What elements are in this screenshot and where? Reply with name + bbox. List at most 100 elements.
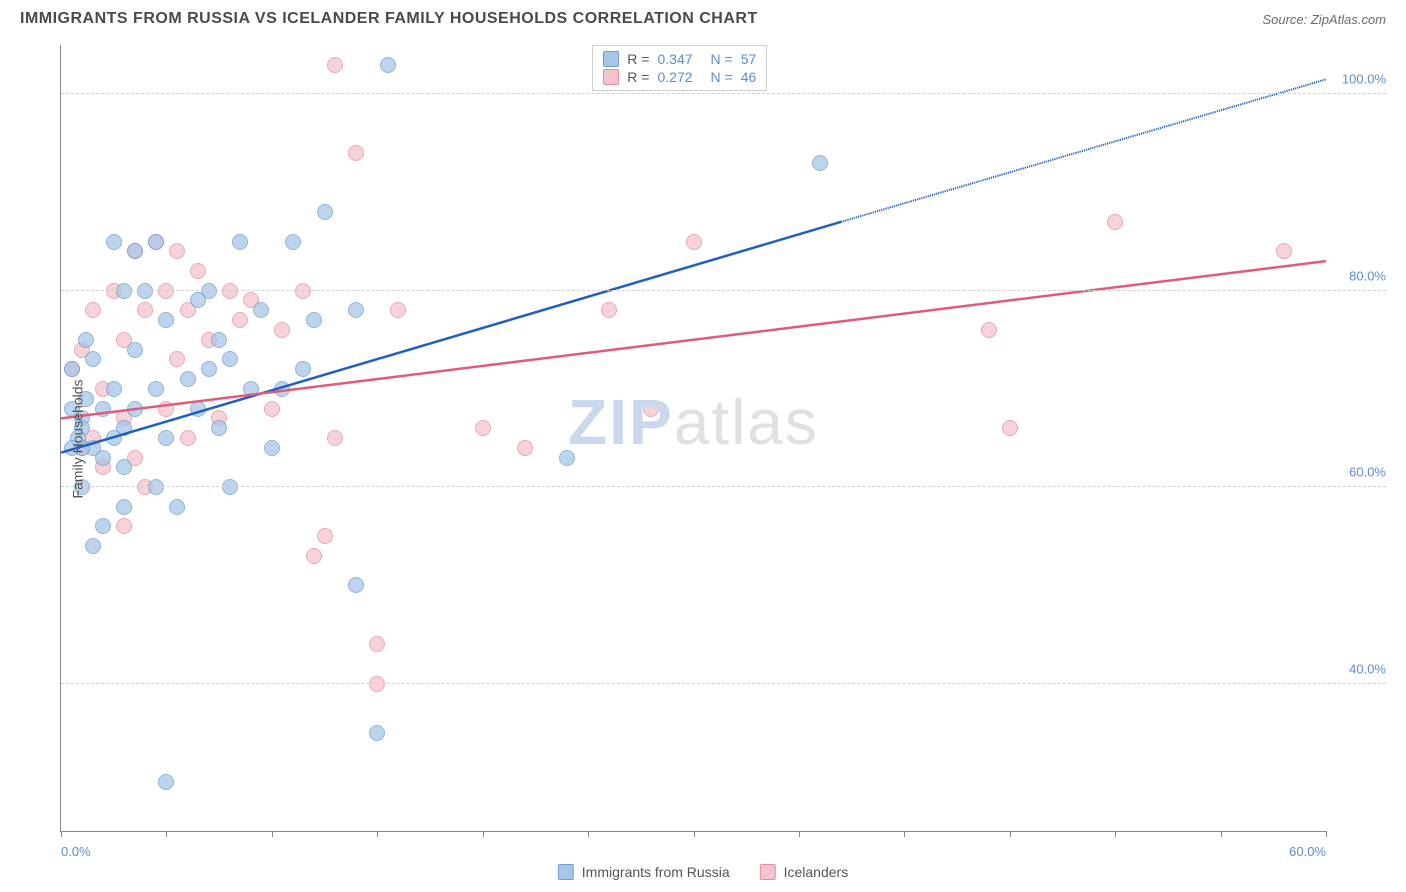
- data-point-russia: [85, 538, 101, 554]
- data-point-iceland: [601, 302, 617, 318]
- legend-item-russia: Immigrants from Russia: [558, 864, 730, 880]
- legend-label: Icelanders: [784, 864, 849, 880]
- data-point-russia: [148, 381, 164, 397]
- data-point-russia: [116, 459, 132, 475]
- x-tick: [166, 831, 167, 837]
- data-point-russia: [137, 283, 153, 299]
- n-value: 46: [741, 69, 757, 85]
- data-point-russia: [127, 342, 143, 358]
- gridline: [61, 290, 1386, 291]
- x-tick: [904, 831, 905, 837]
- data-point-russia: [127, 243, 143, 259]
- legend-swatch-iceland: [760, 864, 776, 880]
- data-point-russia: [348, 302, 364, 318]
- y-axis-label: Family Households: [70, 379, 86, 498]
- data-point-iceland: [169, 351, 185, 367]
- stats-row-iceland: R =0.272N =46: [603, 68, 756, 86]
- chart-area: ZIPatlas R =0.347N =57R =0.272N =46 40.0…: [60, 45, 1326, 832]
- data-point-iceland: [686, 234, 702, 250]
- watermark-zip: ZIP: [568, 386, 674, 458]
- data-point-iceland: [295, 283, 311, 299]
- x-tick: [588, 831, 589, 837]
- data-point-iceland: [306, 548, 322, 564]
- data-point-russia: [380, 57, 396, 73]
- data-point-iceland: [643, 401, 659, 417]
- data-point-russia: [274, 381, 290, 397]
- x-tick-label: 0.0%: [61, 844, 91, 859]
- data-point-russia: [190, 401, 206, 417]
- data-point-iceland: [981, 322, 997, 338]
- data-point-russia: [158, 430, 174, 446]
- data-point-iceland: [517, 440, 533, 456]
- data-point-iceland: [222, 283, 238, 299]
- data-point-russia: [232, 234, 248, 250]
- x-tick-label: 60.0%: [1289, 844, 1326, 859]
- legend-swatch-russia: [558, 864, 574, 880]
- x-tick: [272, 831, 273, 837]
- n-value: 57: [741, 51, 757, 67]
- data-point-iceland: [85, 302, 101, 318]
- x-tick: [1115, 831, 1116, 837]
- y-tick-label: 60.0%: [1331, 465, 1386, 480]
- data-point-russia: [158, 774, 174, 790]
- data-point-russia: [211, 332, 227, 348]
- gridline: [61, 486, 1386, 487]
- data-point-russia: [264, 440, 280, 456]
- y-tick-label: 100.0%: [1331, 72, 1386, 87]
- data-point-iceland: [475, 420, 491, 436]
- stats-row-russia: R = 0.347 N = 57: [603, 50, 756, 68]
- x-tick: [1010, 831, 1011, 837]
- data-point-iceland: [390, 302, 406, 318]
- data-point-russia: [169, 499, 185, 515]
- watermark-atlas: atlas: [674, 386, 819, 458]
- data-point-russia: [78, 332, 94, 348]
- swatch-iceland: [603, 69, 619, 85]
- data-point-iceland: [169, 243, 185, 259]
- data-point-iceland: [116, 518, 132, 534]
- watermark: ZIPatlas: [568, 385, 819, 459]
- data-point-iceland: [190, 263, 206, 279]
- data-point-russia: [190, 292, 206, 308]
- x-tick: [799, 831, 800, 837]
- x-tick: [377, 831, 378, 837]
- chart-title: IMMIGRANTS FROM RUSSIA VS ICELANDER FAMI…: [20, 10, 758, 28]
- x-tick: [1326, 831, 1327, 837]
- legend-item-iceland: Icelanders: [760, 864, 849, 880]
- data-point-russia: [95, 518, 111, 534]
- data-point-russia: [106, 234, 122, 250]
- n-label: N =: [711, 51, 733, 67]
- data-point-russia: [211, 420, 227, 436]
- data-point-iceland: [232, 312, 248, 328]
- data-point-russia: [106, 381, 122, 397]
- bottom-legend: Immigrants from Russia Icelanders: [558, 864, 848, 880]
- data-point-russia: [222, 479, 238, 495]
- data-point-iceland: [317, 528, 333, 544]
- data-point-russia: [106, 430, 122, 446]
- r-value: 0.272: [657, 69, 692, 85]
- data-point-russia: [317, 204, 333, 220]
- data-point-russia: [201, 361, 217, 377]
- data-point-russia: [285, 234, 301, 250]
- data-point-iceland: [327, 57, 343, 73]
- data-point-russia: [222, 351, 238, 367]
- data-point-russia: [348, 577, 364, 593]
- legend-label: Immigrants from Russia: [582, 864, 730, 880]
- y-tick-label: 80.0%: [1331, 268, 1386, 283]
- gridline: [61, 93, 1386, 94]
- stats-legend-box: R = 0.347 N = 57R =0.272N =46: [592, 45, 767, 91]
- data-point-russia: [180, 371, 196, 387]
- data-point-russia: [64, 361, 80, 377]
- r-value: 0.347: [657, 51, 692, 67]
- data-point-iceland: [264, 401, 280, 417]
- data-point-russia: [295, 361, 311, 377]
- data-point-iceland: [369, 636, 385, 652]
- data-point-iceland: [327, 430, 343, 446]
- data-point-iceland: [158, 283, 174, 299]
- data-point-iceland: [1002, 420, 1018, 436]
- plot-area: ZIPatlas R =0.347N =57R =0.272N =46 40.0…: [60, 45, 1326, 832]
- x-tick: [483, 831, 484, 837]
- data-point-russia: [243, 381, 259, 397]
- y-tick-label: 40.0%: [1331, 661, 1386, 676]
- data-point-iceland: [137, 302, 153, 318]
- r-label: R =: [627, 51, 649, 67]
